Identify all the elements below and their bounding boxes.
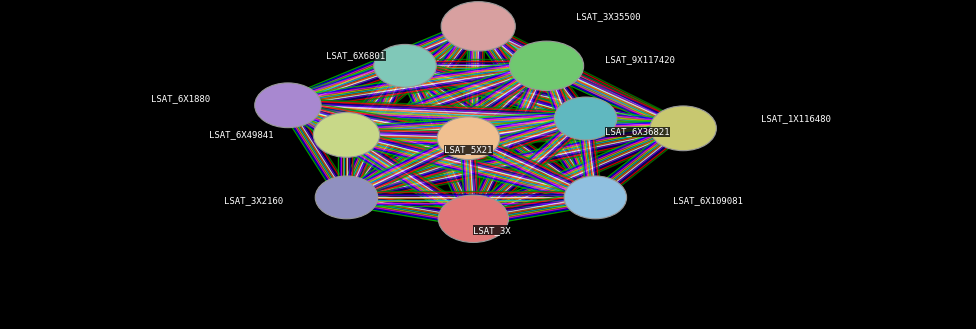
Ellipse shape xyxy=(650,106,716,151)
Text: LSAT_6X1880: LSAT_6X1880 xyxy=(150,94,210,103)
Ellipse shape xyxy=(564,176,627,219)
Text: LSAT_6X109081: LSAT_6X109081 xyxy=(673,196,744,205)
Text: LSAT_6X36821: LSAT_6X36821 xyxy=(605,127,670,136)
Ellipse shape xyxy=(509,41,584,90)
Text: LSAT_3X2160: LSAT_3X2160 xyxy=(224,196,283,205)
Text: LSAT_3X: LSAT_3X xyxy=(473,226,511,235)
Ellipse shape xyxy=(441,2,515,51)
Text: LSAT_9X117420: LSAT_9X117420 xyxy=(605,55,675,64)
Ellipse shape xyxy=(374,44,436,87)
Ellipse shape xyxy=(437,117,500,160)
Text: LSAT_5X21: LSAT_5X21 xyxy=(444,145,493,154)
Text: LSAT_6X49841: LSAT_6X49841 xyxy=(209,130,273,139)
Text: LSAT_6X6801: LSAT_6X6801 xyxy=(326,51,386,61)
Ellipse shape xyxy=(554,97,617,140)
Ellipse shape xyxy=(315,176,378,219)
Ellipse shape xyxy=(438,195,508,242)
Ellipse shape xyxy=(255,83,321,128)
Ellipse shape xyxy=(313,113,380,157)
Text: LSAT_1X116480: LSAT_1X116480 xyxy=(761,114,832,123)
Text: LSAT_3X35500: LSAT_3X35500 xyxy=(576,12,640,21)
